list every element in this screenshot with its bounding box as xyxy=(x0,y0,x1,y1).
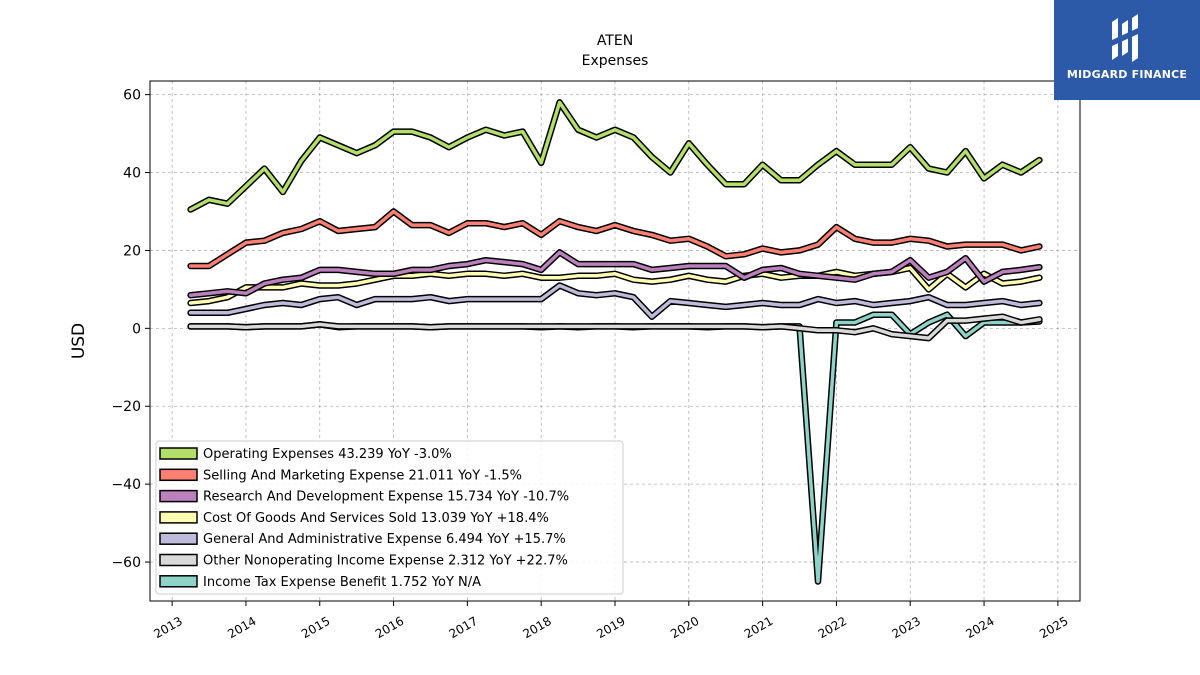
legend-swatch xyxy=(159,511,198,524)
series-layer xyxy=(187,99,1043,585)
x-tick-label: 2022 xyxy=(816,614,849,641)
chart-subtitle: Expenses xyxy=(581,53,649,69)
x-tick-label: 2015 xyxy=(299,614,332,641)
legend-swatch xyxy=(159,532,198,545)
x-tick-label: 2020 xyxy=(668,614,701,641)
y-tick-label: −40 xyxy=(111,477,141,493)
y-tick-label: −20 xyxy=(111,399,141,415)
y-axis-label: USD xyxy=(69,323,89,359)
legend-box xyxy=(155,440,624,595)
legend-swatch xyxy=(159,575,198,588)
legend-swatch xyxy=(159,553,198,567)
y-tick-label: −60 xyxy=(111,555,141,571)
x-tick-label: 2014 xyxy=(225,614,258,641)
y-tick-label: 20 xyxy=(123,243,141,259)
series-line xyxy=(188,283,1042,319)
series-line xyxy=(188,209,1042,268)
x-tick-label: 2019 xyxy=(594,614,627,641)
x-tick-label: 2024 xyxy=(963,614,996,641)
series-line xyxy=(188,100,1042,212)
y-tick-label: 0 xyxy=(132,321,141,337)
brand-name: MIDGARD FINANCE xyxy=(1066,68,1188,81)
brand-logo-mark-icon xyxy=(1112,14,1138,62)
legend-entry: Research And Development Expense 15.734 … xyxy=(203,490,569,505)
x-tick-label: 2018 xyxy=(520,614,553,641)
legend: Operating Expenses 43.239 YoY -3.0% Selli… xyxy=(155,440,624,595)
x-tick-label: 2025 xyxy=(1037,614,1070,641)
series-line xyxy=(188,314,1042,340)
x-tick-label: 2021 xyxy=(742,614,775,641)
legend-entry: Selling And Marketing Expense 21.011 YoY… xyxy=(203,468,522,483)
series-line xyxy=(188,250,1042,297)
legend-swatch xyxy=(159,447,198,460)
y-tick-label: 40 xyxy=(123,166,141,182)
legend-swatch xyxy=(159,489,198,503)
x-tick-label: 2023 xyxy=(890,614,923,641)
legend-swatch xyxy=(159,468,198,482)
x-tick-label: 2016 xyxy=(373,614,406,641)
legend-entry: Income Tax Expense Benefit 1.752 YoY N/A xyxy=(203,575,481,590)
x-tick-label: 2017 xyxy=(447,614,480,641)
legend-entry: General And Administrative Expense 6.494… xyxy=(203,532,566,547)
x-tick-label: 2013 xyxy=(151,614,184,641)
legend-entry: Cost Of Goods And Services Sold 13.039 Y… xyxy=(203,511,549,526)
legend-entry: Other Nonoperating Income Expense 2.312 … xyxy=(203,554,568,569)
chart-title: ATEN xyxy=(596,33,634,49)
legend-entry: Operating Expenses 43.239 YoY -3.0% xyxy=(203,447,452,462)
brand-logo: MIDGARD FINANCE xyxy=(1054,0,1200,100)
y-tick-label: 60 xyxy=(123,88,141,104)
